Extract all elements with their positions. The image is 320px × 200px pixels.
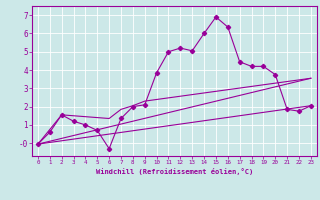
X-axis label: Windchill (Refroidissement éolien,°C): Windchill (Refroidissement éolien,°C) — [96, 168, 253, 175]
